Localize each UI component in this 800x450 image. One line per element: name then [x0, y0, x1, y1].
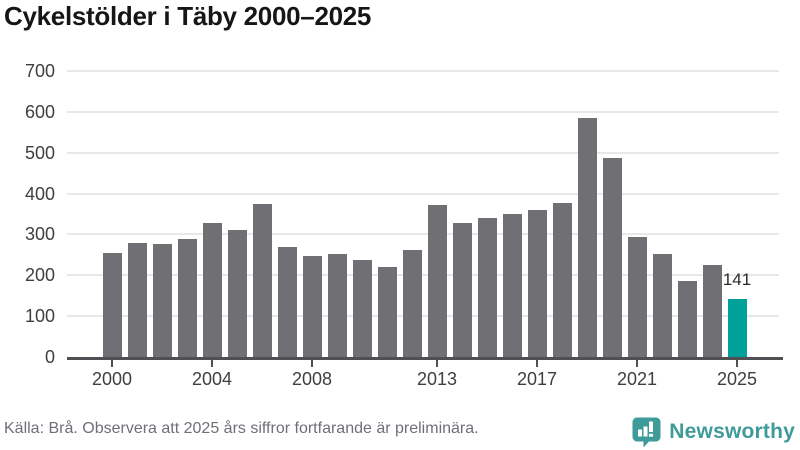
bar-2022: [652, 254, 672, 357]
gridline-500: [67, 151, 779, 154]
x-tick-2021: [636, 360, 638, 367]
y-tick-label-0: 0: [44, 347, 55, 367]
x-tick-label-2025: 2025: [716, 369, 758, 389]
y-tick-label-500: 500: [24, 142, 55, 163]
bar-2001: [127, 243, 147, 357]
bar-2008: [302, 255, 322, 357]
bar-value-label: 141: [722, 270, 752, 290]
x-tick-2008: [311, 360, 313, 367]
brand-logo: Newsworthy: [632, 416, 795, 448]
bar-2020: [602, 158, 622, 357]
y-tick-label-700: 700: [24, 61, 55, 81]
bar-2009: [327, 254, 347, 357]
bar-2004: [202, 222, 222, 357]
bar-2023: [677, 281, 697, 357]
gridline-300: [67, 233, 779, 236]
x-tick-2013: [436, 360, 438, 367]
brand-name: Newsworthy: [669, 420, 795, 443]
chart-title: Cykelstölder i Täby 2000–2025: [4, 1, 372, 31]
x-tick-2000: [111, 360, 113, 367]
y-tick-label-300: 300: [24, 224, 55, 245]
gridline-600: [67, 110, 779, 113]
x-tick-label-2004: 2004: [191, 369, 233, 389]
bar-2010: [352, 259, 372, 357]
plot-area: 141: [67, 70, 779, 357]
bar-2016: [502, 214, 522, 357]
bar-2014: [452, 223, 472, 357]
bar-2019: [577, 117, 597, 357]
x-tick-2017: [536, 360, 538, 367]
chart-footer: Källa: Brå. Observera att 2025 års siffr…: [0, 416, 800, 450]
bar-2024: [702, 265, 722, 357]
x-axis-line: [67, 357, 783, 360]
bar-2006: [252, 204, 272, 357]
bar-2013: [427, 205, 447, 357]
x-tick-label-2008: 2008: [291, 369, 333, 389]
bar-2018: [552, 202, 572, 357]
gridline-200: [67, 274, 779, 277]
bar-2012: [402, 249, 422, 357]
x-tick-2025: [736, 360, 738, 367]
bar-2007: [277, 246, 297, 357]
y-tick-label-600: 600: [24, 101, 55, 122]
bar-2003: [177, 238, 197, 357]
x-tick-label-2013: 2013: [416, 369, 458, 389]
y-axis: 0 100 200 300 400 500 600 700: [0, 62, 55, 366]
bar-2005: [227, 230, 247, 357]
gridline-700: [67, 70, 779, 72]
bar-2015: [477, 217, 497, 357]
gridline-100: [67, 315, 779, 318]
bar-2000: [102, 253, 122, 357]
bar-2021: [627, 236, 647, 357]
bar-2017: [527, 209, 547, 357]
source-note: Källa: Brå. Observera att 2025 års siffr…: [4, 420, 479, 437]
y-tick-label-200: 200: [24, 265, 55, 286]
x-axis: 2000 2004 2008 2013 2017 2021 2025: [67, 357, 779, 397]
bar-2025: [727, 299, 747, 357]
x-tick-2004: [211, 360, 213, 367]
bar-2011: [377, 267, 397, 357]
gridline-400: [67, 192, 779, 195]
x-tick-label-2021: 2021: [616, 369, 658, 389]
x-tick-label-2017: 2017: [516, 369, 558, 389]
newsworthy-speech-bubble-chart-icon: [632, 417, 661, 448]
y-tick-label-400: 400: [24, 183, 55, 204]
y-tick-label-100: 100: [24, 306, 55, 327]
bar-2002: [152, 244, 172, 357]
x-tick-label-2000: 2000: [91, 369, 133, 389]
